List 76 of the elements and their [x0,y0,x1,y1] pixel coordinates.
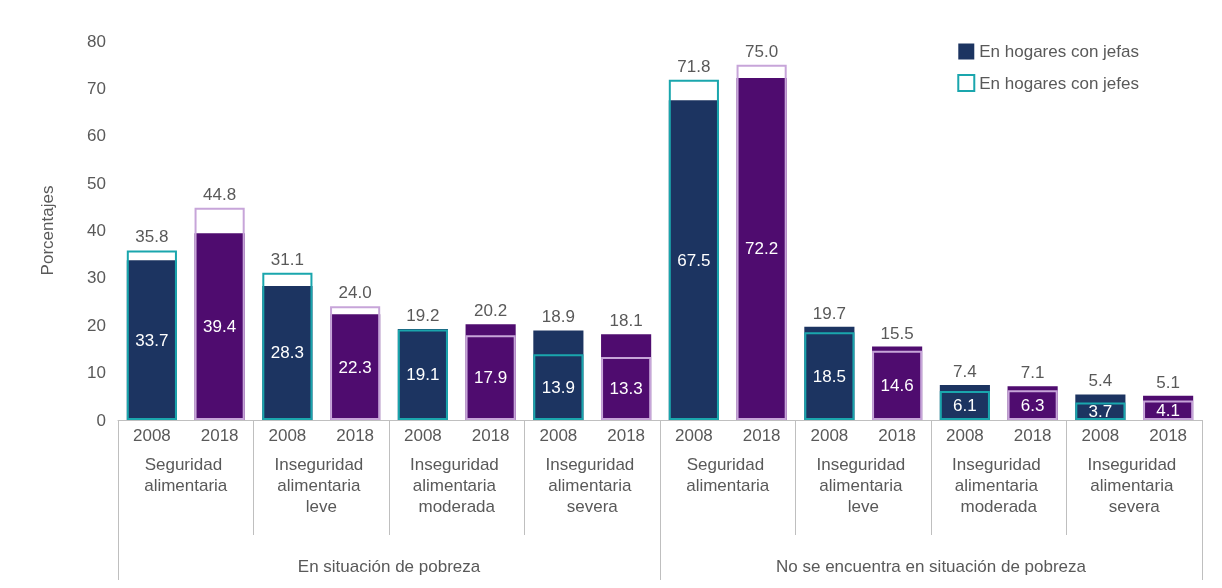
data-label: 5.4 [1088,371,1113,391]
data-label: 14.6 [880,375,914,395]
x-tick-label: 2018 [742,426,781,445]
data-label: 33.7 [135,330,169,350]
legend-label: En hogares con jefes [979,73,1139,93]
data-label: 18.5 [812,366,846,386]
data-label: 18.9 [541,307,575,327]
text: Inseguridad alimentaria severa [545,455,640,516]
data-label: 35.8 [135,227,169,247]
data-label: 19.1 [406,365,440,385]
bar [533,330,584,420]
data-label: 22.3 [338,357,372,377]
data-label: 31.1 [270,249,304,269]
y-tick-label: 40 [87,221,106,240]
text: No se encuentra en situación de pobreza [776,557,1087,576]
y-axis-title: Porcentajes [38,185,57,276]
text: Inseguridad alimentaria leve [274,455,369,516]
x-tick-label: 2008 [403,426,442,445]
bar [601,356,652,420]
bar [1143,400,1194,420]
x-tick-label: 2008 [810,426,849,445]
y-tick-label: 0 [96,410,106,430]
y-tick-label: 20 [87,315,106,335]
text: Inseguridad alimentaria moderada [409,455,504,516]
x-tick-label: 2018 [1149,426,1188,445]
data-label: 15.5 [880,323,914,343]
bar [533,354,584,420]
x-tick-label: 2018 [471,426,510,445]
text: En situación de pobreza [297,557,481,576]
x-tick-label: 2008 [674,426,713,445]
x-tick-label: 2018 [336,426,375,445]
x-tick-label: 2008 [539,426,578,445]
data-label: 3.7 [1088,401,1113,421]
data-label: 28.3 [270,343,304,363]
data-label: 6.1 [953,396,977,416]
legend-label: En hogares con jefas [979,42,1139,61]
x-tick-label: 2018 [200,426,239,445]
bar [1075,402,1126,420]
y-tick-label: 30 [87,268,106,288]
data-label: 7.4 [953,361,977,381]
text: Seguridad alimentaria [686,455,770,495]
x-tick-label: 2018 [1013,426,1052,445]
text: Seguridad alimentaria [144,455,228,495]
data-label: 17.9 [474,368,508,388]
text: Inseguridad alimentaria severa [1087,455,1182,516]
x-tick-label: 2018 [878,426,917,445]
y-tick-label: 70 [87,78,106,98]
text: Inseguridad alimentaria moderada [951,455,1046,516]
data-label: 13.9 [541,377,575,397]
data-label: 5.1 [1156,372,1180,392]
data-label: 71.8 [677,56,711,76]
data-label: 19.7 [812,303,846,323]
bar [939,391,990,420]
y-tick-label: 50 [87,173,106,193]
data-label: 6.3 [1020,395,1045,415]
x-tick-label: 2008 [268,426,307,445]
data-label: 19.2 [406,306,440,326]
y-tick-label: 10 [87,363,106,383]
data-label: 20.2 [474,301,508,321]
data-label: 13.3 [609,379,643,398]
data-label: 72.2 [745,239,779,259]
y-tick-label: 60 [87,126,106,146]
x-tick-label: 2018 [607,426,646,445]
data-label: 39.4 [203,317,237,337]
data-label: 67.5 [677,250,711,270]
x-tick-label: 2008 [945,426,984,445]
x-tick-label: 2008 [1081,426,1120,445]
data-label: 75.0 [745,41,779,61]
data-label: 18.1 [609,311,643,331]
data-label: 7.1 [1020,363,1045,383]
text: Inseguridad alimentaria leve [816,455,911,516]
data-label: 24.0 [338,283,372,303]
data-label: 4.1 [1156,400,1180,420]
x-tick-label: 2008 [132,426,171,445]
y-tick-label: 80 [87,31,106,51]
data-label: 44.8 [203,184,237,204]
